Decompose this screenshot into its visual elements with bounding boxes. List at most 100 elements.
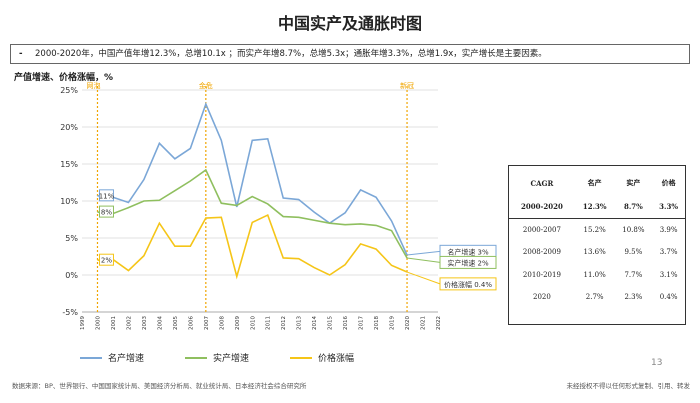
- table-cell: 13.6%: [583, 248, 606, 257]
- x-tick-label: 2014: [312, 316, 318, 330]
- end-label-leader: [406, 257, 441, 263]
- table-header-nominal: 名产: [587, 178, 602, 187]
- table-header-cagr: CAGR: [530, 178, 554, 188]
- legend-label: 价格涨幅: [318, 354, 355, 364]
- x-tick-label: 2015: [328, 316, 334, 330]
- end-label-box: [439, 255, 497, 269]
- data-source: 数据来源：BP、世界银行、中国国家统计局、美国经济分析局、就业统计局、日本经济社…: [12, 382, 307, 390]
- x-tick-label: 2004: [157, 316, 163, 330]
- series-line: [97, 168, 408, 259]
- x-tick-label: 2000: [95, 316, 101, 330]
- cagr-table: CAGR 名产 实产 价格 2000-2020 12.3% 8.7% 3.3% …: [508, 165, 686, 325]
- series-line: [97, 213, 408, 280]
- table-cell: 2.7%: [585, 293, 604, 302]
- table-cell: 15.2%: [583, 225, 606, 234]
- y-tick-label: 10%: [60, 197, 78, 206]
- table-cell: 10.8%: [622, 225, 645, 234]
- page-title: 中国实产及通胀时图: [277, 14, 422, 33]
- start-label: 2%: [101, 257, 112, 265]
- x-tick-label: 2020: [405, 316, 411, 330]
- x-tick-label: 2001: [111, 316, 117, 330]
- table-row: 2020 2.7% 2.3% 0.4%: [509, 286, 685, 309]
- x-tick-label: 2008: [219, 316, 225, 330]
- table-cell: 3.9%: [659, 225, 678, 234]
- table-row-label: 2008-2009: [522, 248, 561, 257]
- table-cell: 0.4%: [659, 293, 678, 302]
- end-label: 名产增速 3%: [447, 247, 489, 256]
- x-tick-label: 2012: [281, 316, 287, 330]
- x-tick-label: 2007: [204, 316, 210, 330]
- table-cell: 8.7%: [614, 195, 653, 219]
- event-label: 新冠: [400, 81, 414, 90]
- x-tick-label: 2021: [421, 316, 427, 330]
- legend-label: 名产增速: [108, 354, 145, 364]
- table-row-label: 2020: [532, 293, 551, 302]
- event-label: 网泡: [86, 81, 100, 90]
- legend-item-price: 价格涨幅: [290, 351, 354, 364]
- table-cell: 3.7%: [659, 248, 678, 257]
- table-cell: 2.3%: [624, 293, 643, 302]
- y-tick-label: 15%: [60, 160, 78, 169]
- end-label-box: [439, 277, 497, 291]
- end-label: 实产增速 2%: [447, 258, 489, 267]
- event-label: 金危: [199, 81, 213, 90]
- legend-item-nominal: 名产增速: [80, 351, 144, 364]
- legend-swatch: [290, 356, 312, 359]
- table-header-price: 价格: [661, 178, 676, 187]
- x-tick-label: 2010: [250, 316, 256, 330]
- end-label: 价格涨幅 0.4%: [444, 280, 492, 289]
- summary-box: - 2000-2020年，中国产值年增12.3%，总增10.1x ；而实产年增8…: [10, 44, 690, 64]
- table-row-label: 2000-2007: [522, 225, 561, 234]
- y-axis-title: 产值增速、价格涨幅，%: [14, 73, 114, 83]
- table-row-label: 2000-2020: [509, 195, 575, 219]
- table-row: 2000-2020 12.3% 8.7% 3.3%: [509, 195, 685, 219]
- chart-legend: 名产增速 实产增速 价格涨幅: [80, 351, 410, 365]
- disclaimer: 未经授权不得以任何形式复制、引用、转发: [566, 382, 691, 390]
- y-tick-label: 5%: [65, 234, 78, 243]
- bullet-dash: -: [19, 49, 23, 59]
- x-tick-label: 2013: [297, 316, 303, 330]
- end-label-leader: [406, 271, 441, 285]
- table-cell: 12.3%: [574, 195, 615, 219]
- x-tick-label: 2018: [374, 316, 380, 330]
- x-tick-label: 2006: [188, 316, 194, 330]
- table-row: 2010-2019 11.0% 7.7% 3.1%: [509, 264, 685, 287]
- page-number: 13: [651, 358, 663, 368]
- x-tick-label: 2017: [359, 316, 365, 330]
- summary-text: 2000-2020年，中国产值年增12.3%，总增10.1x ；而实产年增8.7…: [35, 49, 547, 59]
- x-tick-label: 2011: [266, 316, 272, 330]
- y-tick-label: -5%: [62, 308, 78, 317]
- end-label-leader: [406, 250, 441, 256]
- table-row-label: 2010-2019: [522, 270, 561, 279]
- legend-label: 实产增速: [213, 354, 250, 364]
- table-cell: 9.5%: [624, 248, 643, 257]
- legend-swatch: [185, 356, 207, 359]
- x-tick-label: 2003: [142, 316, 148, 330]
- table-header-real: 实产: [626, 178, 641, 187]
- y-tick-label: 25%: [60, 86, 78, 95]
- x-tick-label: 2019: [390, 316, 396, 330]
- start-label: 8%: [101, 209, 112, 217]
- y-tick-label: 0%: [65, 271, 78, 280]
- table-cell: 7.7%: [624, 270, 643, 279]
- table-row: 2008-2009 13.6% 9.5% 3.7%: [509, 241, 685, 264]
- start-label-box: [98, 189, 114, 202]
- x-tick-label: 2009: [235, 316, 241, 330]
- x-tick-label: 2005: [173, 316, 179, 330]
- table-cell: 3.1%: [659, 270, 678, 279]
- x-tick-label: 2002: [126, 316, 132, 330]
- table-row: 2000-2007 15.2% 10.8% 3.9%: [509, 218, 685, 241]
- legend-swatch: [80, 356, 102, 359]
- x-tick-label: 2016: [343, 316, 349, 330]
- series-line: [97, 101, 408, 256]
- x-tick-label: 2022: [436, 316, 442, 330]
- table-cell: 11.0%: [583, 270, 606, 279]
- table-header-row: CAGR 名产 实产 价格: [509, 172, 685, 195]
- legend-item-real: 实产增速: [185, 351, 249, 364]
- y-tick-label: 20%: [60, 123, 78, 132]
- start-label-box: [98, 205, 114, 218]
- table-cell: 3.3%: [652, 195, 685, 219]
- line-chart: -5% 0% 5% 10% 15% 20% 25% 1999 2000 2001 2002 2003 2…: [60, 81, 497, 330]
- start-label-box: [98, 253, 114, 266]
- x-tick-label: 1999: [80, 316, 86, 330]
